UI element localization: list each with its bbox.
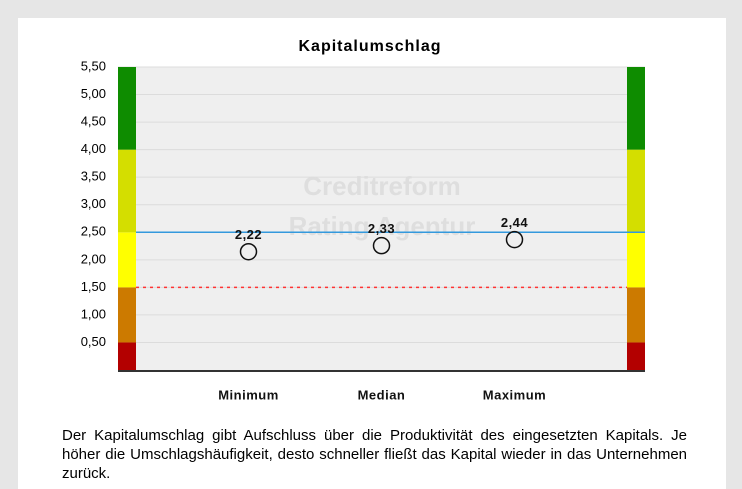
- threshold-band: [627, 232, 645, 288]
- data-point: [239, 242, 258, 261]
- y-tick-label: 1,50: [81, 279, 106, 294]
- threshold-band: [118, 67, 136, 150]
- threshold-band: [627, 149, 645, 233]
- chart-title: Kapitalumschlag: [298, 38, 441, 55]
- threshold-band: [118, 232, 136, 288]
- threshold-band: [627, 67, 645, 150]
- y-tick-label: 1,00: [81, 306, 106, 321]
- value-label: 2,44: [501, 215, 529, 230]
- description: Der Kapitalumschlag gibt Aufschluss über…: [62, 427, 687, 482]
- y-tick-label: 4,00: [81, 141, 106, 156]
- threshold-band: [118, 287, 136, 343]
- y-tick-label: 5,50: [81, 58, 106, 73]
- y-tick-label: 5,00: [81, 86, 106, 101]
- value-label: 2,33: [368, 221, 395, 236]
- x-tick-label: Maximum: [483, 387, 546, 402]
- threshold-band: [627, 287, 645, 343]
- plot-background: [118, 67, 645, 370]
- x-tick-label: Median: [358, 387, 406, 402]
- value-label: 2,22: [235, 227, 262, 242]
- threshold-band: [118, 149, 136, 233]
- y-tick-label: 3,50: [81, 169, 106, 184]
- y-tick-label: 2,00: [81, 251, 106, 266]
- watermark: Creditreform: [303, 171, 460, 201]
- chart: Kapitalumschlag 0,50 1,00 1,50 2,00 2,50 3,00…: [81, 38, 645, 402]
- data-point: [505, 230, 524, 249]
- y-tick-label: 3,00: [81, 196, 106, 211]
- y-tick-label: 0,50: [81, 334, 106, 349]
- data-point: [372, 236, 391, 255]
- watermark: Rating Agentur: [289, 211, 476, 241]
- x-tick-label: Minimum: [218, 387, 279, 402]
- y-tick-label: 4,50: [81, 114, 106, 129]
- threshold-band: [627, 342, 645, 370]
- y-tick-label: 2,50: [81, 224, 106, 239]
- threshold-band: [118, 342, 136, 370]
